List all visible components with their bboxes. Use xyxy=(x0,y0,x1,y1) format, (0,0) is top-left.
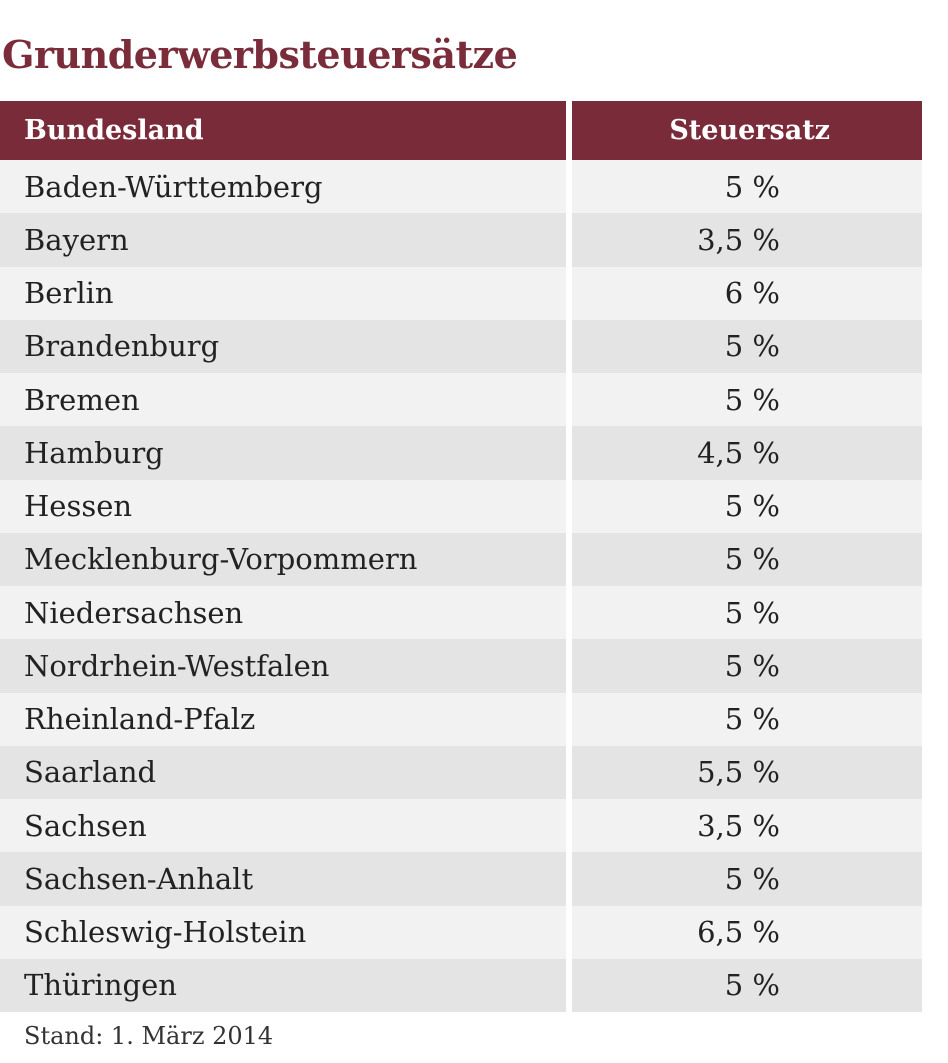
table-row: Bayern 3,5 % xyxy=(0,213,922,267)
bundesland-cell: Bremen xyxy=(0,373,566,427)
steuersatz-cell: 4,5 % xyxy=(572,426,922,480)
footnote: Stand: 1. März 2014 xyxy=(24,1022,274,1050)
steuersatz-cell: 5 % xyxy=(572,958,922,1012)
steuersatz-cell: 5 % xyxy=(572,319,922,373)
bundesland-cell: Hessen xyxy=(0,479,566,533)
column-header-steuersatz: Steuersatz xyxy=(572,101,922,160)
table-row: Saarland 5,5 % xyxy=(0,745,922,799)
table-row: Hessen 5 % xyxy=(0,479,922,533)
bundesland-cell: Bayern xyxy=(0,213,566,267)
table-row: Brandenburg 5 % xyxy=(0,319,922,373)
table-row: Thüringen 5 % xyxy=(0,958,922,1012)
table-row: Schleswig-Holstein 6,5 % xyxy=(0,905,922,959)
bundesland-cell: Thüringen xyxy=(0,958,566,1012)
table-row: Rheinland-Pfalz 5 % xyxy=(0,692,922,746)
table-body: Baden-Württemberg 5 % Bayern 3,5 % Berlin 6 %… xyxy=(0,160,922,1012)
bundesland-cell: Niedersachsen xyxy=(0,586,566,640)
steuersatz-cell: 5 % xyxy=(572,586,922,640)
table-header-row: Bundesland Steuersatz xyxy=(0,101,922,160)
bundesland-cell: Hamburg xyxy=(0,426,566,480)
table-row: Mecklenburg-Vorpommern 5 % xyxy=(0,532,922,586)
steuersatz-cell: 5 % xyxy=(572,852,922,906)
table-row: Niedersachsen 5 % xyxy=(0,586,922,640)
column-header-bundesland: Bundesland xyxy=(0,101,566,160)
steuersatz-cell: 6,5 % xyxy=(572,905,922,959)
bundesland-cell: Nordrhein-Westfalen xyxy=(0,639,566,693)
table-title: Grunderwerbsteuersätze xyxy=(2,32,518,77)
bundesland-cell: Brandenburg xyxy=(0,319,566,373)
bundesland-cell: Berlin xyxy=(0,266,566,320)
steuersatz-cell: 6 % xyxy=(572,266,922,320)
steuersatz-cell: 5 % xyxy=(572,373,922,427)
steuersatz-cell: 5 % xyxy=(572,532,922,586)
steuersatz-cell: 3,5 % xyxy=(572,799,922,853)
tax-rate-table: Bundesland Steuersatz Baden-Württemberg 5… xyxy=(0,101,922,1012)
steuersatz-cell: 5 % xyxy=(572,692,922,746)
steuersatz-cell: 5 % xyxy=(572,639,922,693)
table-row: Bremen 5 % xyxy=(0,373,922,427)
steuersatz-cell: 5,5 % xyxy=(572,745,922,799)
table-row: Hamburg 4,5 % xyxy=(0,426,922,480)
bundesland-cell: Mecklenburg-Vorpommern xyxy=(0,532,566,586)
steuersatz-cell: 5 % xyxy=(572,160,922,214)
table-row: Sachsen 3,5 % xyxy=(0,799,922,853)
bundesland-cell: Baden-Württemberg xyxy=(0,160,566,214)
table-row: Nordrhein-Westfalen 5 % xyxy=(0,639,922,693)
bundesland-cell: Schleswig-Holstein xyxy=(0,905,566,959)
bundesland-cell: Rheinland-Pfalz xyxy=(0,692,566,746)
steuersatz-cell: 3,5 % xyxy=(572,213,922,267)
bundesland-cell: Sachsen xyxy=(0,799,566,853)
steuersatz-cell: 5 % xyxy=(572,479,922,533)
bundesland-cell: Sachsen-Anhalt xyxy=(0,852,566,906)
table-row: Baden-Württemberg 5 % xyxy=(0,160,922,214)
table-row: Sachsen-Anhalt 5 % xyxy=(0,852,922,906)
bundesland-cell: Saarland xyxy=(0,745,566,799)
table-row: Berlin 6 % xyxy=(0,266,922,320)
